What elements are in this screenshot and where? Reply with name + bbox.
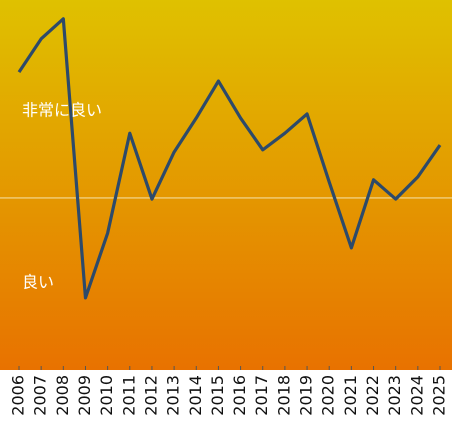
x-tick-label: 2006 bbox=[9, 375, 28, 416]
x-tick-label: 2007 bbox=[31, 375, 50, 416]
x-tick-label: 2025 bbox=[430, 375, 449, 416]
x-tick-label: 2012 bbox=[141, 375, 160, 416]
x-tick-label: 2019 bbox=[297, 375, 316, 416]
x-tick-label: 2023 bbox=[385, 375, 404, 416]
annotation: 非常に良い bbox=[22, 101, 102, 120]
x-tick-label: 2024 bbox=[407, 375, 426, 416]
x-tick-label: 2011 bbox=[119, 375, 138, 416]
x-tick-label: 2014 bbox=[186, 375, 205, 416]
x-tick-label: 2017 bbox=[252, 375, 271, 416]
x-tick-label: 2009 bbox=[75, 375, 94, 416]
x-tick-label: 2020 bbox=[319, 375, 338, 416]
x-tick-label: 2010 bbox=[97, 375, 116, 416]
x-tick-label: 2015 bbox=[208, 375, 227, 416]
line bbox=[17, 17, 442, 300]
x-tick-label: 2018 bbox=[274, 375, 293, 416]
x-tick-label: 2008 bbox=[53, 375, 72, 416]
x-tick-label: 2013 bbox=[164, 375, 183, 416]
annotation: 良い bbox=[22, 273, 54, 292]
x-tick-label: 2022 bbox=[363, 375, 382, 416]
x-tick-label: 2016 bbox=[230, 375, 249, 416]
x-tick-label: 2021 bbox=[341, 375, 360, 416]
